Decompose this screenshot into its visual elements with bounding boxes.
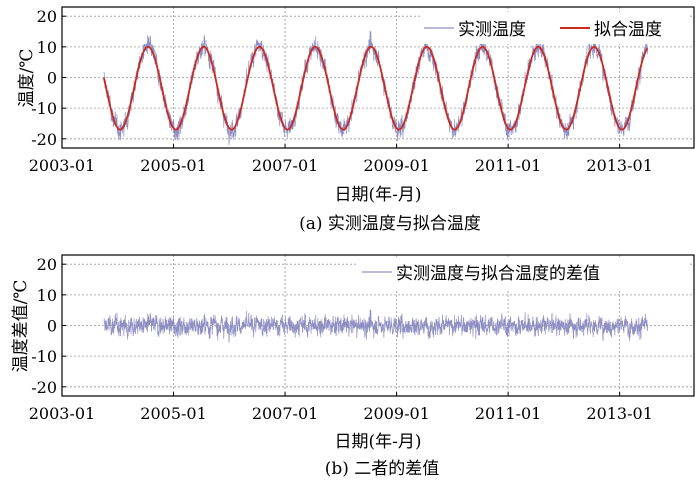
panel-a-caption: (a) 实测温度与拟合温度 (299, 214, 481, 234)
y-tick-label: 20 (37, 255, 57, 274)
x-tick-label: 2003-01 (29, 404, 95, 423)
x-tick-label: 2009-01 (363, 404, 429, 423)
y-tick-label: -10 (31, 99, 57, 118)
legend-difference-label: 实测温度与拟合温度的差值 (396, 264, 600, 284)
x-tick-label: 2005-01 (140, 404, 206, 423)
panel-b-ylabel: 温度差值/℃ (11, 280, 31, 373)
panel-a-legend-bg (420, 12, 688, 44)
x-tick-label: 2009-01 (363, 156, 429, 175)
panel-b-ticks: 2003-01 2005-01 2007-01 2009-01 2011-01 2013-… (29, 255, 653, 423)
y-tick-label: 0 (47, 69, 57, 88)
x-tick-label: 2011-01 (475, 404, 541, 423)
panel-a-legend: 实测温度 拟合温度 (420, 12, 688, 44)
x-tick-label: 2011-01 (475, 156, 541, 175)
panel-a-ticks: 2003-01 2005-01 2007-01 2009-01 2011-01 2013-… (29, 7, 653, 175)
panel-b-legend-bg (358, 259, 688, 289)
y-tick-label: -20 (31, 130, 57, 149)
y-tick-label: -10 (31, 347, 57, 366)
y-tick-label: 10 (37, 286, 57, 305)
panel-b-caption: (b) 二者的差值 (325, 459, 440, 479)
legend-measured-label: 实测温度 (458, 20, 526, 40)
series-measured-line (103, 31, 648, 146)
panel-b-xlabel: 日期(年-月) (334, 432, 421, 452)
x-tick-label: 2003-01 (29, 156, 95, 175)
x-tick-label: 2013-01 (586, 156, 652, 175)
series-fitted-line (102, 45, 649, 131)
panel-b-legend: 实测温度与拟合温度的差值 (358, 259, 688, 289)
y-tick-label: 10 (37, 38, 57, 57)
y-tick-label: -20 (31, 378, 57, 397)
x-tick-label: 2007-01 (252, 156, 318, 175)
panel-a-series (102, 31, 649, 146)
panel-b: 2003-01 2005-01 2007-01 2009-01 2011-01 2013-… (11, 254, 695, 479)
x-tick-label: 2007-01 (252, 404, 318, 423)
x-tick-label: 2013-01 (586, 404, 652, 423)
panel-a-xlabel: 日期(年-月) (334, 185, 421, 205)
series-difference-line (103, 309, 648, 343)
panel-b-frame (61, 254, 695, 397)
panel-a-frame (61, 6, 695, 149)
y-tick-label: 0 (47, 317, 57, 336)
legend-fitted-label: 拟合温度 (594, 20, 662, 40)
x-tick-label: 2005-01 (140, 156, 206, 175)
panel-a: 2003-01 2005-01 2007-01 2009-01 2011-01 2013-… (17, 6, 695, 234)
panel-b-series (103, 309, 648, 343)
y-tick-label: 20 (37, 7, 57, 26)
panel-a-ylabel: 温度/℃ (17, 49, 37, 108)
